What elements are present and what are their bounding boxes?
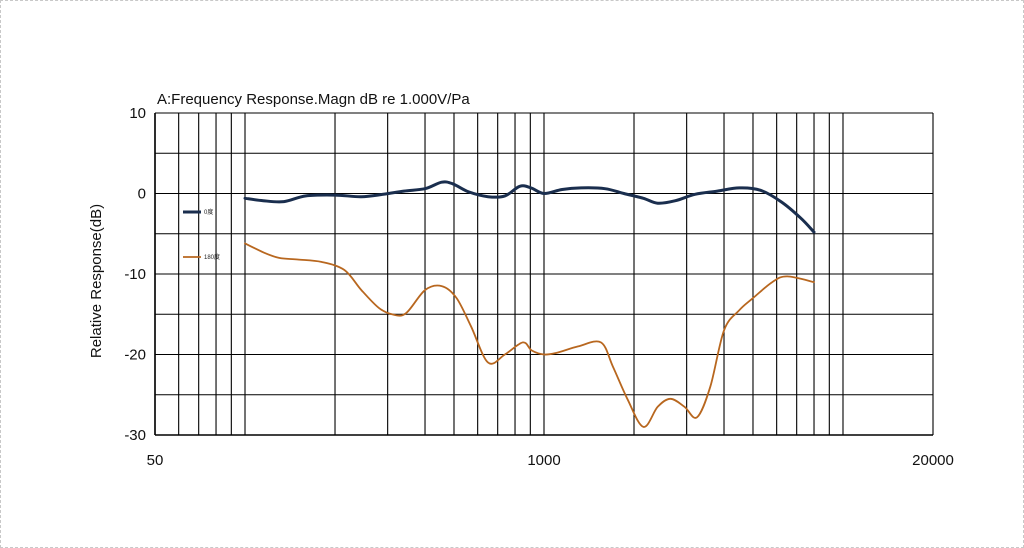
legend: 0度 180度	[183, 208, 220, 261]
y-tick-label: -30	[124, 427, 146, 444]
legend-label: 180度	[204, 253, 220, 261]
series-line-0	[243, 180, 816, 234]
legend-label: 0度	[204, 208, 213, 216]
y-tick-label: -10	[124, 266, 146, 283]
x-tick-label: 50	[147, 452, 164, 469]
y-tick-label: -20	[124, 347, 146, 364]
x-tick-label: 20000	[912, 452, 954, 469]
series-line-1	[244, 242, 815, 428]
chart-title: A:Frequency Response.Magn dB re 1.000V/P…	[157, 91, 470, 108]
x-tick-label: 1000	[527, 452, 560, 469]
y-axis-label: Relative Response(dB)	[88, 204, 105, 358]
grid	[154, 112, 934, 436]
y-tick-label: 10	[129, 105, 146, 122]
series-group	[243, 180, 816, 428]
y-tick-label: 0	[138, 186, 146, 203]
